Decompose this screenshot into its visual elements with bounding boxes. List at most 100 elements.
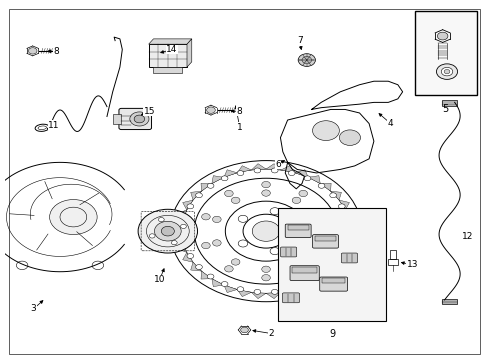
Polygon shape <box>330 262 341 271</box>
Text: 10: 10 <box>154 275 165 284</box>
Circle shape <box>186 253 193 258</box>
Circle shape <box>224 190 233 197</box>
Polygon shape <box>190 191 201 200</box>
Text: 8: 8 <box>236 107 242 116</box>
Circle shape <box>16 261 28 270</box>
Polygon shape <box>183 252 193 262</box>
Polygon shape <box>174 220 183 231</box>
Circle shape <box>288 171 294 176</box>
Polygon shape <box>345 210 354 220</box>
Circle shape <box>261 275 270 281</box>
Circle shape <box>261 190 270 196</box>
Circle shape <box>231 197 240 203</box>
Polygon shape <box>148 39 191 44</box>
Circle shape <box>343 241 350 246</box>
Circle shape <box>443 69 449 74</box>
FancyBboxPatch shape <box>285 224 310 238</box>
Text: 9: 9 <box>328 329 334 339</box>
Bar <box>441 298 456 304</box>
Circle shape <box>221 176 227 181</box>
Polygon shape <box>224 285 237 293</box>
Circle shape <box>237 287 244 292</box>
Polygon shape <box>237 166 251 173</box>
Circle shape <box>329 193 336 198</box>
Polygon shape <box>307 279 320 287</box>
Polygon shape <box>183 200 193 210</box>
Circle shape <box>321 213 330 220</box>
Circle shape <box>129 112 149 126</box>
Text: 2: 2 <box>267 329 273 338</box>
Circle shape <box>310 240 319 246</box>
Circle shape <box>231 259 240 265</box>
Polygon shape <box>201 183 211 191</box>
Text: 12: 12 <box>461 232 472 241</box>
Polygon shape <box>186 39 191 67</box>
Polygon shape <box>307 176 320 184</box>
Circle shape <box>329 265 336 270</box>
Text: 8: 8 <box>54 47 60 56</box>
Circle shape <box>181 216 188 221</box>
Polygon shape <box>294 285 307 293</box>
Bar <box>314 236 335 241</box>
Circle shape <box>304 282 310 287</box>
Circle shape <box>186 204 193 209</box>
Circle shape <box>195 193 202 198</box>
Circle shape <box>338 204 345 209</box>
Polygon shape <box>237 289 251 297</box>
FancyBboxPatch shape <box>341 253 357 263</box>
Bar <box>287 225 308 230</box>
Polygon shape <box>320 183 330 191</box>
Circle shape <box>318 274 324 279</box>
Circle shape <box>206 107 215 113</box>
Circle shape <box>271 289 278 294</box>
Polygon shape <box>190 262 201 271</box>
Circle shape <box>254 168 260 173</box>
Polygon shape <box>211 176 224 184</box>
Circle shape <box>291 259 300 265</box>
Bar <box>389 250 396 259</box>
Circle shape <box>224 266 233 272</box>
Bar <box>441 100 456 106</box>
Polygon shape <box>348 220 357 231</box>
Circle shape <box>261 266 270 273</box>
Circle shape <box>338 253 345 258</box>
Circle shape <box>291 197 300 203</box>
Polygon shape <box>201 271 211 279</box>
Text: 5: 5 <box>442 104 448 114</box>
Polygon shape <box>294 170 307 177</box>
Circle shape <box>436 64 457 80</box>
FancyBboxPatch shape <box>289 266 319 280</box>
Circle shape <box>138 209 197 253</box>
Polygon shape <box>177 210 186 220</box>
Text: 3: 3 <box>31 304 37 313</box>
Circle shape <box>321 242 330 249</box>
Circle shape <box>134 115 144 123</box>
Circle shape <box>180 224 186 229</box>
Bar <box>292 267 316 273</box>
Circle shape <box>201 213 210 220</box>
Polygon shape <box>265 292 280 299</box>
Circle shape <box>207 183 214 188</box>
Circle shape <box>207 274 214 279</box>
Text: 7: 7 <box>296 36 302 45</box>
Text: 11: 11 <box>48 121 60 130</box>
Circle shape <box>201 242 210 249</box>
Polygon shape <box>224 170 237 177</box>
Circle shape <box>158 217 164 222</box>
Circle shape <box>28 48 37 54</box>
Circle shape <box>92 261 103 270</box>
Bar <box>322 278 345 283</box>
Polygon shape <box>320 271 330 279</box>
Circle shape <box>310 216 319 222</box>
Circle shape <box>436 32 447 40</box>
Circle shape <box>195 265 202 270</box>
Polygon shape <box>338 252 349 262</box>
Circle shape <box>298 266 307 272</box>
Circle shape <box>261 181 270 188</box>
Bar <box>153 67 182 73</box>
Text: 4: 4 <box>387 119 393 128</box>
Circle shape <box>298 54 315 66</box>
Circle shape <box>212 240 221 246</box>
Polygon shape <box>177 242 186 252</box>
Bar <box>278 208 385 321</box>
